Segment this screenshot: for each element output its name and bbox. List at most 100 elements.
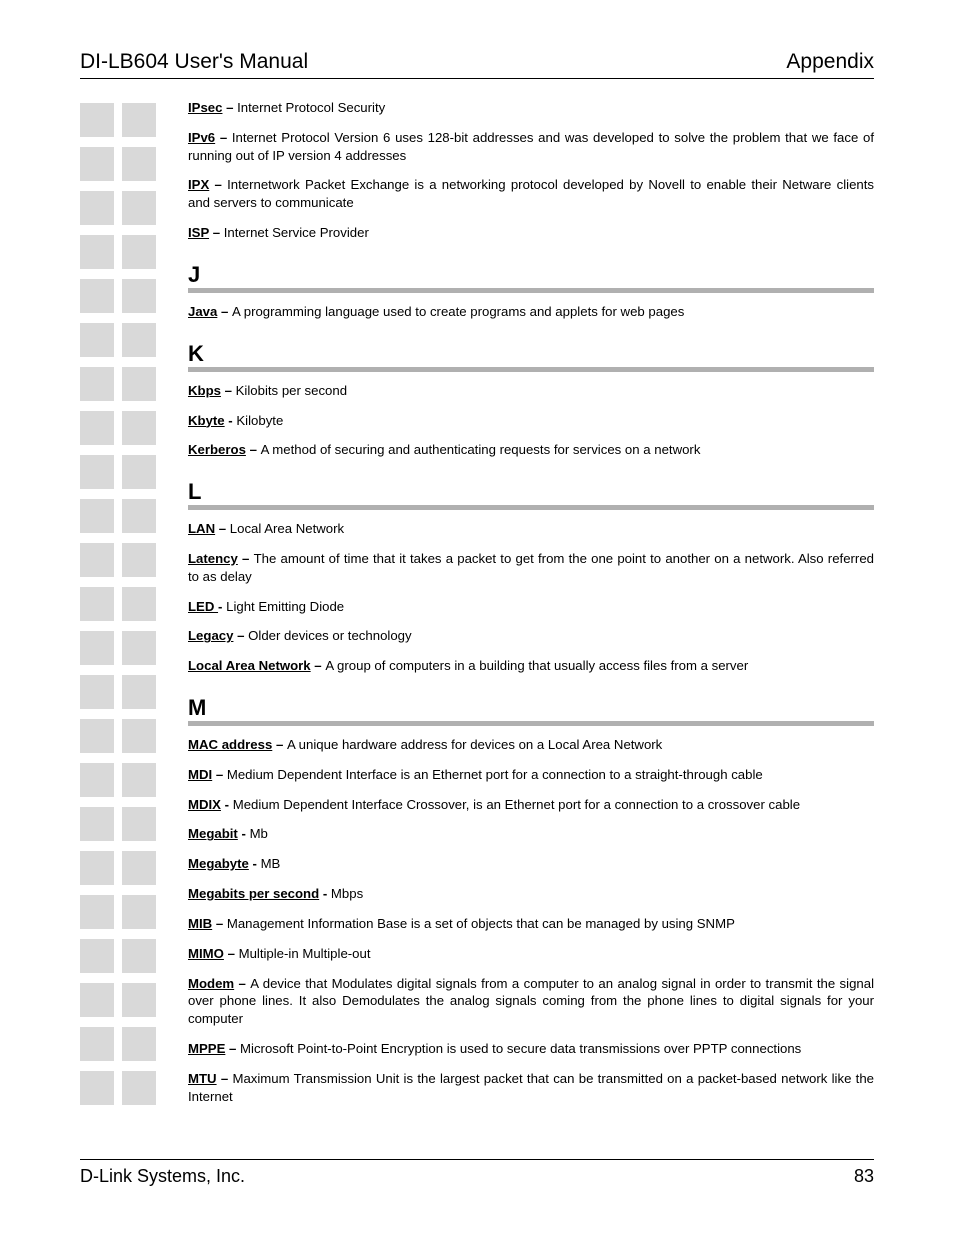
glossary-separator: – bbox=[212, 767, 227, 782]
glossary-content: IPsec – Internet Protocol Security IPv6 –… bbox=[180, 99, 874, 1117]
glossary-term: IPX bbox=[188, 177, 209, 192]
side-block-row bbox=[80, 367, 180, 401]
glossary-separator: - bbox=[221, 797, 233, 812]
side-block-row bbox=[80, 851, 180, 885]
side-block bbox=[122, 411, 156, 445]
side-block-row bbox=[80, 939, 180, 973]
side-block bbox=[80, 543, 114, 577]
side-block bbox=[80, 631, 114, 665]
glossary-definition: Maximum Transmission Unit is the largest… bbox=[188, 1071, 874, 1104]
page-header: DI-LB604 User's Manual Appendix bbox=[80, 50, 874, 79]
side-block bbox=[122, 367, 156, 401]
glossary-term: Latency bbox=[188, 551, 238, 566]
side-block-row bbox=[80, 191, 180, 225]
glossary-entry: Local Area Network – A group of computer… bbox=[188, 657, 874, 675]
glossary-separator: – bbox=[238, 551, 254, 566]
glossary-definition: A device that Modulates digital signals … bbox=[188, 976, 874, 1027]
glossary-term: Megabyte bbox=[188, 856, 249, 871]
glossary-separator: – bbox=[221, 383, 236, 398]
glossary-definition: Internet Protocol Version 6 uses 128-bit… bbox=[188, 130, 874, 163]
glossary-entry: Megabyte - MB bbox=[188, 855, 874, 873]
side-block bbox=[80, 939, 114, 973]
glossary-term: Megabit bbox=[188, 826, 238, 841]
side-block-row bbox=[80, 895, 180, 929]
glossary-definition: Internet Protocol Security bbox=[237, 100, 385, 115]
side-block bbox=[122, 147, 156, 181]
glossary-term: MIB bbox=[188, 916, 212, 931]
side-block bbox=[80, 851, 114, 885]
glossary-definition: Mb bbox=[250, 826, 268, 841]
side-block-row bbox=[80, 499, 180, 533]
glossary-term: LAN bbox=[188, 521, 215, 536]
glossary-term: ISP bbox=[188, 225, 209, 240]
glossary-entry: Kerberos – A method of securing and auth… bbox=[188, 441, 874, 459]
glossary-separator: – bbox=[224, 946, 239, 961]
side-block bbox=[80, 147, 114, 181]
glossary-separator: – bbox=[217, 304, 232, 319]
glossary-entry: Modem – A device that Modulates digital … bbox=[188, 975, 874, 1028]
side-block-row bbox=[80, 103, 180, 137]
side-block-row bbox=[80, 147, 180, 181]
side-block bbox=[80, 191, 114, 225]
glossary-definition: Multiple-in Multiple-out bbox=[239, 946, 371, 961]
glossary-separator: – bbox=[222, 100, 237, 115]
glossary-entry: MAC address – A unique hardware address … bbox=[188, 736, 874, 754]
footer-company: D-Link Systems, Inc. bbox=[80, 1166, 245, 1187]
section-letter: M bbox=[188, 697, 206, 721]
glossary-term: MDI bbox=[188, 767, 212, 782]
side-block bbox=[80, 235, 114, 269]
glossary-definition: Mbps bbox=[331, 886, 363, 901]
glossary-separator: – bbox=[215, 130, 232, 145]
glossary-entry: Megabit - Mb bbox=[188, 825, 874, 843]
side-block bbox=[122, 895, 156, 929]
glossary-definition: Internet Service Provider bbox=[224, 225, 369, 240]
glossary-definition: A method of securing and authenticating … bbox=[261, 442, 701, 457]
glossary-separator: – bbox=[215, 521, 230, 536]
side-block-row bbox=[80, 279, 180, 313]
glossary-separator: – bbox=[234, 976, 250, 991]
glossary-separator: – bbox=[212, 916, 227, 931]
glossary-separator: - bbox=[249, 856, 261, 871]
side-block-row bbox=[80, 543, 180, 577]
side-block bbox=[80, 367, 114, 401]
glossary-entry: ISP – Internet Service Provider bbox=[188, 224, 874, 242]
side-block bbox=[122, 983, 156, 1017]
section-header: M bbox=[188, 697, 874, 726]
glossary-definition: A programming language used to create pr… bbox=[232, 304, 684, 319]
glossary-separator: - bbox=[319, 886, 331, 901]
glossary-entry: IPsec – Internet Protocol Security bbox=[188, 99, 874, 117]
glossary-definition: Older devices or technology bbox=[248, 628, 411, 643]
page-footer: D-Link Systems, Inc. 83 bbox=[80, 1159, 874, 1187]
glossary-term: Modem bbox=[188, 976, 234, 991]
side-block bbox=[80, 719, 114, 753]
side-block bbox=[80, 983, 114, 1017]
glossary-term: Local Area Network bbox=[188, 658, 311, 673]
glossary-entry: Latency – The amount of time that it tak… bbox=[188, 550, 874, 586]
glossary-entry: Legacy – Older devices or technology bbox=[188, 627, 874, 645]
side-block bbox=[80, 1071, 114, 1105]
side-block bbox=[80, 1027, 114, 1061]
side-block bbox=[80, 411, 114, 445]
side-block-row bbox=[80, 807, 180, 841]
side-block-row bbox=[80, 983, 180, 1017]
side-block-row bbox=[80, 1027, 180, 1061]
glossary-term: IPv6 bbox=[188, 130, 215, 145]
glossary-entry: IPv6 – Internet Protocol Version 6 uses … bbox=[188, 129, 874, 165]
side-block-row bbox=[80, 763, 180, 797]
glossary-entry: Kbyte - Kilobyte bbox=[188, 412, 874, 430]
side-block-row bbox=[80, 631, 180, 665]
glossary-term: MDIX bbox=[188, 797, 221, 812]
glossary-definition: MB bbox=[261, 856, 281, 871]
glossary-term: LED bbox=[188, 599, 218, 614]
side-block bbox=[122, 631, 156, 665]
side-block bbox=[122, 675, 156, 709]
glossary-entry: Java – A programming language used to cr… bbox=[188, 303, 874, 321]
glossary-term: MIMO bbox=[188, 946, 224, 961]
side-block bbox=[122, 1027, 156, 1061]
side-block bbox=[122, 455, 156, 489]
side-block bbox=[80, 763, 114, 797]
glossary-entry: MIMO – Multiple-in Multiple-out bbox=[188, 945, 874, 963]
glossary-definition: Kilobyte bbox=[236, 413, 283, 428]
side-block bbox=[122, 191, 156, 225]
side-block bbox=[80, 455, 114, 489]
